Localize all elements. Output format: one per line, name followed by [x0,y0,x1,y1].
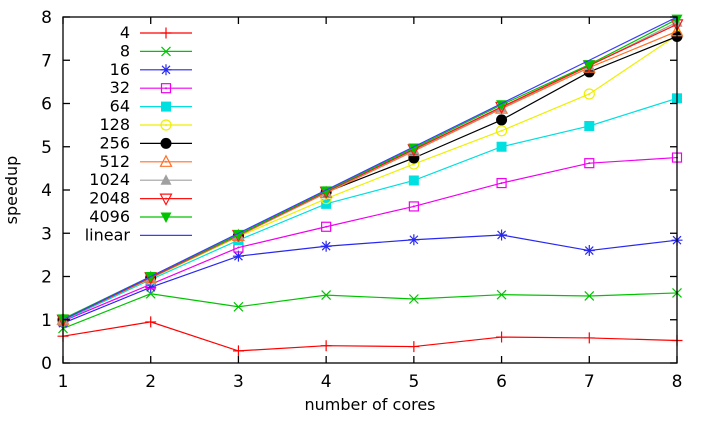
legend-item-64: 64 [110,97,192,116]
legend-item-128: 128 [99,115,192,134]
legend-label: 256 [99,133,130,152]
x-tick-label: 2 [145,372,156,392]
legend-item-linear: linear [85,225,192,244]
marker-triangle-down-filled [408,143,420,155]
series-line-8 [62,292,678,329]
y-tick-label: 8 [41,8,52,28]
marker-star [408,234,420,246]
marker-plus [583,332,595,344]
marker-cross [408,294,419,304]
marker-star [232,250,244,262]
marker-triangle-down-filled [583,60,595,71]
marker-square-filled [496,141,507,152]
x-tick-label: 4 [321,372,332,392]
series-line-64 [62,97,678,322]
marker-star [320,240,332,252]
marker-star [145,281,157,293]
series-linear [62,16,678,321]
marker-plus [408,341,420,353]
marker-cross [496,289,507,300]
series-line-16 [62,234,678,324]
marker-plus [320,340,332,352]
series-line-4 [62,321,678,352]
marker-triangle-up-open [159,154,173,167]
x-tick-label: 8 [672,372,683,392]
marker-star [583,245,595,257]
marker-cross [233,301,244,312]
marker-square-open [408,201,419,212]
legend-item-8: 8 [120,41,192,60]
marker-square-filled [584,120,595,131]
marker-plus [145,316,157,328]
legend-label: 64 [110,97,130,116]
marker-triangle-down-filled [496,100,508,111]
x-tick-label: 5 [408,372,419,392]
axis-ticks [62,16,678,364]
legend-item-2048: 2048 [89,189,192,208]
marker-triangle-down-filled [232,230,244,241]
marker-cross [584,291,595,301]
y-tick-label: 1 [41,311,52,331]
marker-circle-filled [496,114,508,126]
x-tick-label: 1 [58,372,69,392]
marker-cross [161,46,171,57]
marker-star [160,64,172,76]
marker-triangle-down-open [159,193,173,206]
marker-circle-open [495,125,508,137]
y-tick-label: 5 [41,138,52,158]
x-tick-label: 3 [233,372,244,392]
marker-plus [160,27,172,39]
legend-label: 16 [110,60,130,79]
legend-label: 128 [99,115,130,134]
marker-circle-filled [160,137,172,149]
legend-item-16: 16 [110,60,192,79]
legend-item-4: 4 [120,23,192,42]
marker-square-open [584,158,595,169]
y-tick-label: 7 [41,51,52,71]
marker-square-open [321,221,332,232]
marker-square-filled [161,101,171,112]
legend-label: 32 [110,78,130,97]
legend-label: 512 [99,152,130,171]
marker-circle-open [160,119,172,131]
marker-circle-open [583,88,595,100]
y-tick-label: 6 [41,95,52,115]
legend-label: 1024 [89,170,130,189]
legend-item-1024: 1024 [89,170,192,189]
series-line-2048 [62,23,678,321]
series-line-32 [62,156,678,322]
legend-label: 2048 [89,189,130,208]
marker-plus [232,345,244,357]
marker-square-open [160,83,172,94]
marker-cross [321,290,332,301]
marker-star [496,229,508,241]
legend-item-4096: 4096 [89,207,192,226]
legend-item-512: 512 [99,152,192,171]
x-tick-label: 6 [496,372,507,392]
marker-triangle-down-filled [160,212,172,223]
marker-square-filled [408,175,419,186]
legend-item-32: 32 [110,78,192,97]
y-tick-label: 0 [41,354,52,374]
y-tick-label: 3 [41,224,52,244]
legend-item-256: 256 [99,133,192,152]
y-tick-label: 4 [41,181,52,201]
x-axis-title: number of cores [304,395,435,414]
series-line-linear [62,16,678,321]
legend-label: linear [85,225,131,244]
marker-square-open [496,177,507,189]
marker-plus [496,331,508,343]
legend-label: 4 [120,23,130,42]
x-tick-label: 7 [584,372,595,392]
y-tick-label: 2 [41,268,52,288]
legend-label: 4096 [89,207,130,226]
y-axis-title: speedup [2,156,21,225]
marker-triangle-up-filled [160,174,172,185]
legend-label: 8 [120,41,130,60]
